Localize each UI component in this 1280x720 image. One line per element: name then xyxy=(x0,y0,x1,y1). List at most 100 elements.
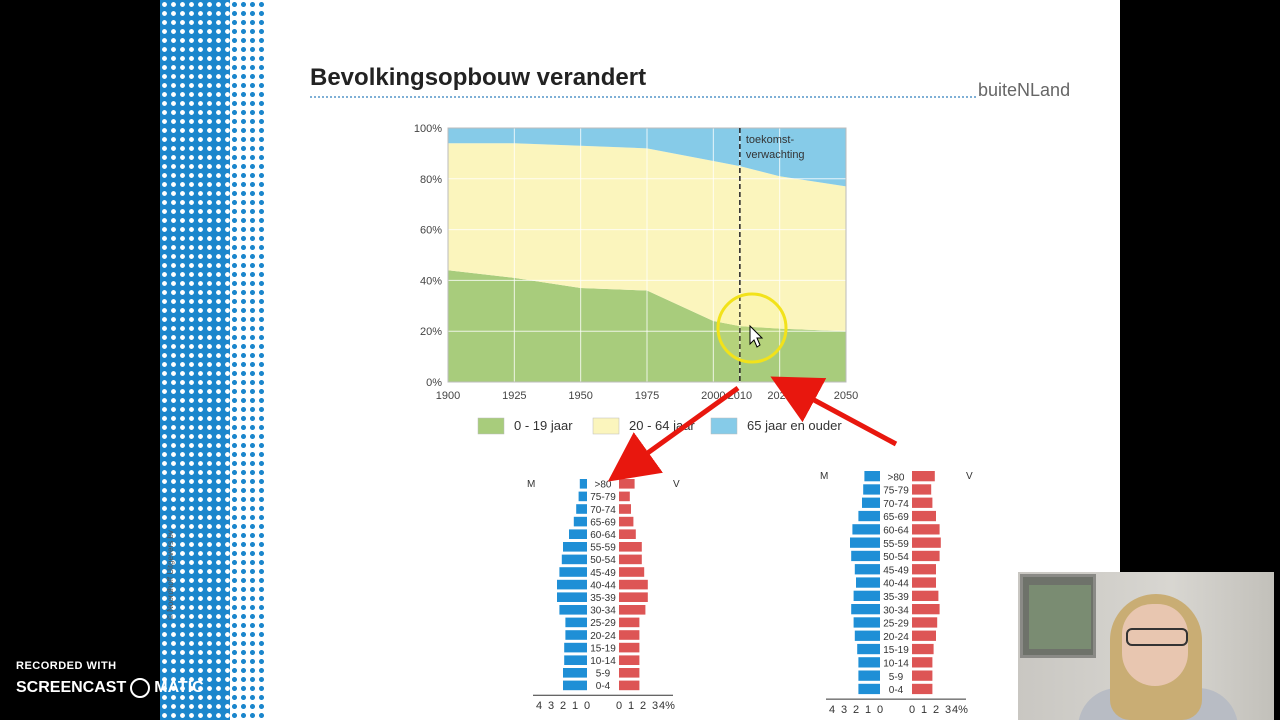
y-tick-label: 20% xyxy=(420,326,442,338)
pyramid-bar-male xyxy=(851,550,880,562)
pyramid-bar-male xyxy=(858,510,880,522)
x-tick-label: 1950 xyxy=(568,390,592,402)
pyramid-bar-female xyxy=(619,655,640,665)
x-tick-label: 2050 xyxy=(834,390,858,402)
pyramid-bar-female xyxy=(912,683,933,695)
x-tick-left: 3 xyxy=(548,700,554,712)
pyramid-bar-male xyxy=(858,683,880,695)
webcam-overlay xyxy=(1018,572,1274,720)
legend-swatch xyxy=(592,417,620,435)
pyramid-bar-female xyxy=(912,630,936,641)
pyramid-bar-female xyxy=(619,668,640,678)
age-label: 5-9 xyxy=(596,669,611,680)
pyramid-bar-female xyxy=(619,504,631,514)
pyramid-bar-female xyxy=(912,643,934,655)
age-label: 45-49 xyxy=(590,568,616,579)
population-pyramid-2050: >8075-7970-7465-6960-6455-5950-5445-4940… xyxy=(820,471,973,716)
pyramid-bar-female xyxy=(619,479,635,489)
pyramid-bar-female xyxy=(619,605,646,615)
pyramid-bar-female xyxy=(619,579,648,590)
pyramid-bar-female xyxy=(619,554,642,565)
age-label: 40-44 xyxy=(883,579,909,590)
pyramid-bar-female xyxy=(619,680,640,691)
y-tick-label: 80% xyxy=(420,174,442,186)
pyramid-bar-male xyxy=(853,617,880,628)
age-label: 10-14 xyxy=(590,656,616,667)
age-label: 60-64 xyxy=(590,530,616,541)
age-label: 70-74 xyxy=(590,505,616,516)
pyramid-bar-male xyxy=(862,497,880,508)
pyramid-bar-male xyxy=(561,554,587,565)
pyramid-bar-female xyxy=(619,617,640,628)
pyramid-bar-male xyxy=(857,643,880,655)
pyramid-bar-female xyxy=(912,604,940,615)
pyramid-bar-male xyxy=(559,567,587,577)
pyramid-bar-male xyxy=(563,542,587,552)
brand-label: buiteNLand xyxy=(978,80,1071,100)
pyramid-bar-male xyxy=(850,537,880,548)
x-tick-left: 2 xyxy=(853,704,859,716)
age-label: 25-29 xyxy=(590,618,616,629)
pyramid-bar-male xyxy=(578,491,587,502)
pyramid-bar-male xyxy=(565,630,587,640)
pyramid-bar-female xyxy=(912,590,939,601)
pyramid-bar-male xyxy=(854,564,880,575)
x-tick-right: 4% xyxy=(659,700,675,712)
age-label: 20-24 xyxy=(883,632,909,643)
x-tick-left: 0 xyxy=(584,700,590,712)
slide: © Noordhoff Uitgevers bv Bevolkingsopbou… xyxy=(160,0,1120,720)
x-tick-left: 4 xyxy=(536,700,542,712)
pyramid-bar-female xyxy=(619,567,645,577)
x-tick-left: 1 xyxy=(572,700,578,712)
pyramid-bar-female xyxy=(912,497,933,508)
pyramid-bar-male xyxy=(579,479,587,489)
pyramid-bar-female xyxy=(912,471,935,482)
area-series-2 xyxy=(448,128,846,187)
x-tick-left: 3 xyxy=(841,704,847,716)
pyramid-bar-male xyxy=(569,529,587,539)
arrow-from-2050-pyramid xyxy=(770,376,898,447)
legend-swatch xyxy=(710,417,738,435)
y-tick-label: 0% xyxy=(426,377,442,389)
pyramid-bar-female xyxy=(619,529,636,539)
age-label: 55-59 xyxy=(590,543,616,554)
pyramid-bar-male xyxy=(563,680,587,691)
x-tick-left: 0 xyxy=(877,704,883,716)
age-label: 50-54 xyxy=(883,552,909,563)
age-label: 20-24 xyxy=(590,631,616,642)
age-label: 35-39 xyxy=(883,592,909,603)
age-label: 75-79 xyxy=(590,492,616,503)
pyramid-bar-female xyxy=(912,524,940,535)
screencast-logo-icon xyxy=(130,678,151,698)
legend-label: 65 jaar en ouder xyxy=(747,418,842,433)
legend-swatch xyxy=(477,417,505,435)
picture-frame xyxy=(1020,574,1096,658)
age-label: 65-69 xyxy=(883,512,909,523)
x-tick-right: 4% xyxy=(952,704,968,716)
age-label: 40-44 xyxy=(590,580,616,591)
pyramid-bar-female xyxy=(912,510,936,522)
y-tick-label: 100% xyxy=(414,123,442,135)
y-tick-label: 40% xyxy=(420,275,442,287)
age-label: 45-49 xyxy=(883,565,909,576)
age-label: 25-29 xyxy=(883,619,909,630)
pyramid-bar-male xyxy=(559,605,587,615)
pyramid-bar-female xyxy=(912,484,932,495)
watermark-line1: RECORDED WITH xyxy=(16,660,117,672)
plot-frame xyxy=(447,127,847,383)
age-label: 35-39 xyxy=(590,593,616,604)
x-tick-right: 1 xyxy=(628,700,634,712)
pyramid-bar-male xyxy=(858,657,880,668)
label-female: V xyxy=(673,479,680,490)
age-label: 65-69 xyxy=(590,517,616,528)
x-tick-left: 4 xyxy=(829,704,835,716)
age-label: >80 xyxy=(595,480,612,491)
label-female: V xyxy=(966,471,973,482)
y-tick-label: 60% xyxy=(420,225,442,237)
pyramid-bar-male xyxy=(557,592,587,602)
age-label: 5-9 xyxy=(889,672,904,683)
x-tick-label: 1975 xyxy=(635,390,659,402)
pyramid-bar-male xyxy=(564,655,587,665)
pyramid-bar-male xyxy=(851,604,880,615)
age-label: 10-14 xyxy=(883,659,909,670)
